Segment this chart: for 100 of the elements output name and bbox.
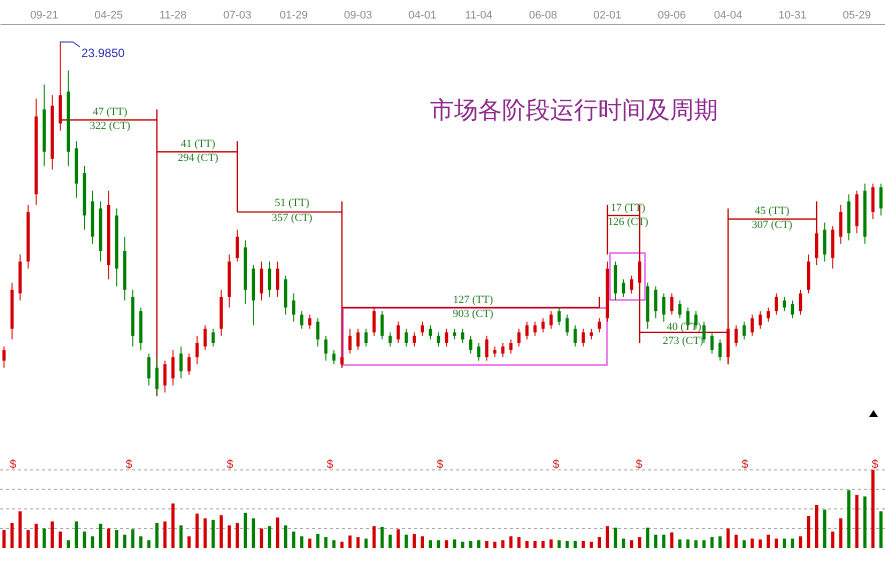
bar <box>452 539 456 548</box>
candlestick <box>678 300 682 319</box>
bar <box>82 532 86 548</box>
bar <box>847 490 850 548</box>
x-tick-label: 09-06 <box>658 10 686 22</box>
x-tick-label: 02-01 <box>593 10 622 22</box>
bar <box>364 538 368 548</box>
candlestick <box>718 338 722 362</box>
bar <box>758 539 762 548</box>
annotation: 51 (TT) <box>274 197 310 209</box>
bar <box>662 534 666 548</box>
bar <box>766 534 770 548</box>
bar <box>115 530 118 548</box>
x-tick-label: 10-31 <box>778 10 807 22</box>
candlestick <box>758 310 762 330</box>
annotation: 307 (CT) <box>752 219 793 231</box>
bar <box>26 530 30 548</box>
bar <box>436 540 440 548</box>
candlestick <box>622 278 626 298</box>
bar <box>550 539 553 548</box>
bar <box>356 537 360 548</box>
candlestick <box>348 328 352 354</box>
x-tick-label: 11-28 <box>159 10 187 22</box>
candlestick <box>782 296 786 312</box>
bar <box>871 470 875 548</box>
annotation: 45 (TT) <box>754 205 790 217</box>
candlestick <box>541 318 545 333</box>
candlestick <box>300 310 304 330</box>
candlestick <box>163 360 167 394</box>
bar <box>324 537 328 548</box>
candlestick <box>412 332 416 348</box>
annotation: 294 (CT) <box>178 152 219 164</box>
bar <box>670 532 674 548</box>
bar <box>517 537 521 548</box>
bar <box>582 540 585 548</box>
bar <box>316 534 320 548</box>
candlestick <box>396 321 400 344</box>
bar <box>268 526 272 548</box>
bar <box>212 520 215 548</box>
bar <box>855 494 858 548</box>
bar <box>558 540 561 548</box>
candlestick <box>316 318 320 348</box>
candlestick <box>171 350 175 386</box>
bar <box>598 537 601 548</box>
bar <box>276 518 280 548</box>
x-tick-label: 06-08 <box>529 10 558 22</box>
candlestick <box>566 314 569 336</box>
candlestick <box>364 328 368 348</box>
bar <box>622 538 626 548</box>
bar <box>654 534 658 548</box>
candlestick <box>268 261 272 298</box>
bar <box>493 542 496 548</box>
bar <box>823 510 826 548</box>
candlestick <box>734 324 738 348</box>
bar <box>90 536 94 548</box>
annotation: $ <box>10 457 17 471</box>
candlestick <box>582 328 585 348</box>
candlestick <box>638 258 642 287</box>
bar <box>798 536 802 548</box>
bar <box>590 542 593 548</box>
candlestick <box>493 346 496 358</box>
candlestick <box>558 307 561 326</box>
candlestick <box>574 324 577 348</box>
candlestick <box>533 321 537 336</box>
bar <box>428 540 432 548</box>
candlestick <box>662 292 666 322</box>
annotation: $ <box>126 457 133 471</box>
candlestick <box>477 342 480 362</box>
candlestick <box>469 335 472 354</box>
candlestick <box>590 328 593 340</box>
bar <box>396 529 400 548</box>
candlestick <box>204 324 207 351</box>
bar <box>790 538 794 548</box>
candlestick <box>332 350 336 365</box>
bar <box>485 540 488 548</box>
bar <box>340 542 344 548</box>
bar <box>444 540 448 548</box>
bar <box>412 534 416 548</box>
x-tick-label: 04-01 <box>408 10 436 22</box>
bar <box>244 512 247 548</box>
bar <box>774 538 778 548</box>
candlestick <box>742 321 746 340</box>
bar <box>236 522 239 548</box>
candlestick <box>550 310 553 330</box>
annotation: 903 (CT) <box>452 308 494 320</box>
bar <box>461 542 464 548</box>
bar <box>678 539 682 548</box>
bar <box>694 540 698 548</box>
annotation: 23.9850 <box>81 46 126 60</box>
candlestick <box>2 346 6 368</box>
candlestick <box>212 328 215 348</box>
bar <box>380 526 384 548</box>
bar <box>58 532 62 548</box>
candlestick <box>485 335 488 362</box>
bar <box>98 524 102 548</box>
bar <box>839 518 842 548</box>
bar <box>2 530 6 548</box>
bar <box>196 514 199 548</box>
bar <box>260 528 264 548</box>
candlestick <box>702 321 706 344</box>
